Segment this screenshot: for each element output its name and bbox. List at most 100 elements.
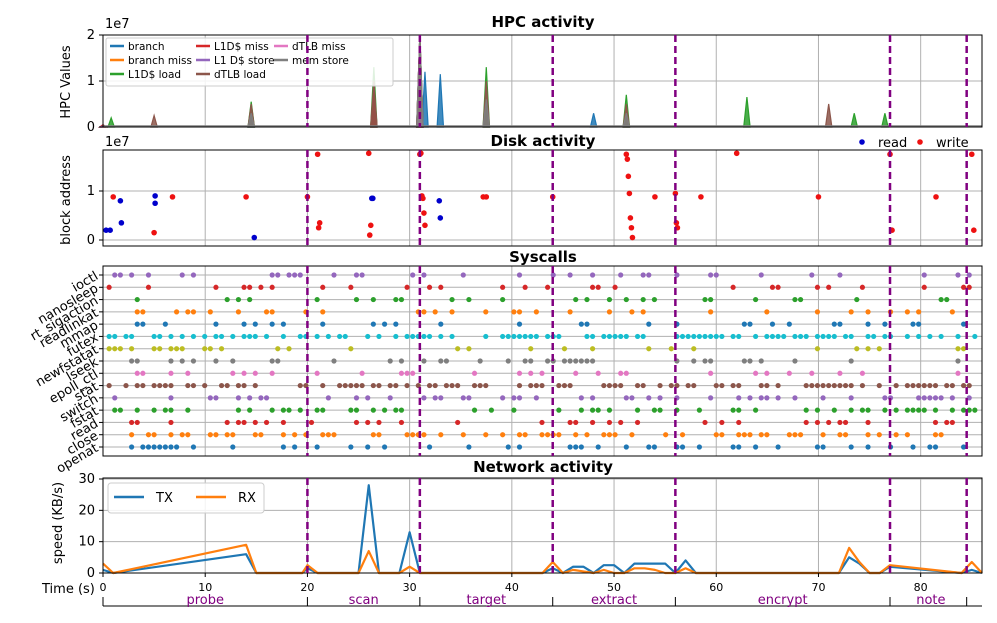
syscall-point <box>606 333 613 340</box>
syscall-point <box>741 432 747 438</box>
disk-title: Disk activity <box>491 132 596 150</box>
legend-label: L1 D$ store <box>214 55 275 67</box>
syscall-point <box>134 407 140 413</box>
syscalls-labels: openatclosereadfstatswitchstatepoll_ctll… <box>28 269 103 477</box>
syscall-point <box>455 419 461 426</box>
syscall-point <box>820 333 826 340</box>
syscall-point <box>595 444 601 450</box>
syscall-point <box>713 333 719 340</box>
syscall-point <box>578 407 584 413</box>
syscall-point <box>449 333 455 340</box>
syscall-point <box>961 444 967 450</box>
disk-point-write <box>628 224 635 231</box>
syscall-point <box>247 407 253 413</box>
legend-box <box>105 37 394 87</box>
syscall-point <box>702 296 708 303</box>
syscall-point <box>235 395 242 401</box>
syscall-point <box>185 370 191 376</box>
syscall-point <box>247 333 253 340</box>
syscall-point <box>561 346 568 352</box>
syscall-point <box>955 346 961 352</box>
disk-legend: read write <box>859 136 969 151</box>
syscall-point <box>606 296 613 303</box>
syscall-point <box>348 444 354 450</box>
syscall-point <box>719 432 725 438</box>
syscall-point <box>573 419 579 426</box>
syscall-point <box>932 407 939 413</box>
legend-label: branch miss <box>128 55 192 67</box>
syscall-point <box>696 333 702 340</box>
syscall-point <box>831 382 837 389</box>
syscall-point <box>882 333 888 340</box>
syscall-point <box>258 432 264 438</box>
syscall-point <box>618 419 624 426</box>
legend-label: RX <box>238 491 256 506</box>
syscall-point <box>573 444 579 450</box>
syscall-point <box>629 395 635 401</box>
syscall-point <box>927 444 933 450</box>
syscall-point <box>578 395 584 401</box>
legend-marker <box>859 139 865 145</box>
syscall-point <box>393 321 399 327</box>
syscall-point <box>685 333 691 340</box>
syscall-point <box>646 395 652 401</box>
syscall-point <box>753 370 759 376</box>
syscall-point <box>303 382 309 389</box>
y-tick-label: 2 <box>87 28 95 43</box>
syscall-point <box>157 333 163 340</box>
syscall-point <box>634 419 641 426</box>
syscall-point <box>162 407 168 413</box>
syscall-point <box>589 395 596 401</box>
y-tick-label: 0 <box>87 233 95 248</box>
syscall-point <box>826 333 832 340</box>
syscall-point <box>438 321 444 327</box>
syscall-point <box>460 272 466 278</box>
syscall-point <box>151 346 157 352</box>
syscall-point <box>331 358 337 364</box>
disk-point-read <box>436 198 443 204</box>
syscall-point <box>252 333 258 340</box>
syscall-point <box>129 333 135 340</box>
syscall-point <box>477 358 483 364</box>
legend-label: branch <box>128 41 165 53</box>
syscall-point <box>792 358 798 364</box>
syscall-point <box>730 382 736 389</box>
syscall-point <box>837 432 843 438</box>
syscall-point <box>932 432 939 438</box>
syscall-point <box>235 309 242 315</box>
syscall-point <box>241 419 247 426</box>
syscall-point <box>280 444 286 450</box>
syscall-point <box>944 296 950 303</box>
syscall-point <box>871 333 877 340</box>
syscall-point <box>533 309 539 315</box>
disk-point-write <box>733 150 740 157</box>
hpc-title: HPC activity <box>492 13 595 31</box>
syscall-point <box>280 407 286 413</box>
syscall-point <box>803 382 809 389</box>
syscall-point <box>421 309 427 315</box>
syscall-point <box>134 382 140 389</box>
syscall-point <box>466 296 472 303</box>
disk-point-read <box>251 234 258 241</box>
syscall-point <box>190 444 197 450</box>
syscall-point <box>865 432 871 438</box>
syscall-point <box>106 333 112 340</box>
syscall-point <box>162 444 168 450</box>
network-y-ticks: 0 10 20 30 <box>78 472 103 581</box>
syscall-point <box>797 296 804 303</box>
syscall-point <box>578 444 584 450</box>
syscall-point <box>393 407 399 413</box>
syscall-point <box>831 407 837 413</box>
syscall-point <box>393 333 399 340</box>
disk-ylabel: block address <box>59 155 74 245</box>
syscall-point <box>398 370 405 376</box>
syscall-point <box>916 407 922 413</box>
syscall-point <box>263 309 270 315</box>
syscall-point <box>814 284 821 290</box>
syscall-point <box>505 358 511 364</box>
syscall-point <box>961 321 967 327</box>
syscall-point <box>393 296 399 303</box>
syscall-point <box>932 382 939 389</box>
syscall-point <box>753 444 759 450</box>
syscall-point <box>618 333 624 340</box>
